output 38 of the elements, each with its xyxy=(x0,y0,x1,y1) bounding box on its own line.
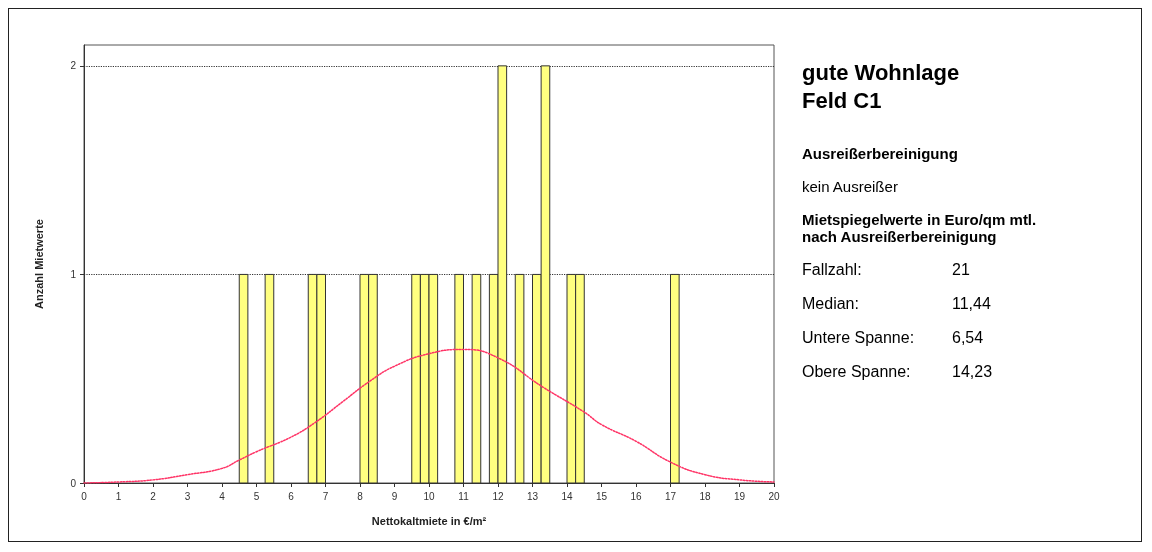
y-tick-label: 1 xyxy=(70,268,77,280)
x-tick-label: 11 xyxy=(458,490,470,502)
x-tick-label: 19 xyxy=(733,490,746,502)
text: 6,54 xyxy=(952,329,985,347)
text: Median: xyxy=(802,295,860,313)
x-tick-label: 18 xyxy=(699,490,711,502)
x-tick-label: 7 xyxy=(322,490,329,502)
y-tick-label: 2 xyxy=(70,60,77,72)
x-axis-title: Nettokaltmiete in €/m² xyxy=(371,514,487,527)
x-tick-label: 13 xyxy=(526,490,539,502)
x-tick-label: 1 xyxy=(115,490,122,502)
x-tick-label: 2 xyxy=(150,490,157,502)
x-tick-label: 9 xyxy=(391,490,398,502)
text: kein Ausreißer xyxy=(802,178,899,195)
text: Obere Spanne: xyxy=(802,363,912,381)
y-axis-title: Anzahl Mietwerte xyxy=(32,219,45,309)
text: 21 xyxy=(952,261,971,279)
text: 11,44 xyxy=(952,295,992,313)
text: Ausreißerbereinigung xyxy=(802,145,959,162)
x-tick-label: 20 xyxy=(768,490,780,502)
y-tick-label: 0 xyxy=(70,477,77,489)
x-tick-label: 5 xyxy=(253,490,260,502)
x-tick-label: 10 xyxy=(423,490,435,502)
x-tick-label: 16 xyxy=(630,490,642,502)
x-tick-label: 14 xyxy=(561,490,573,502)
x-tick-label: 17 xyxy=(664,490,677,502)
x-tick-label: 15 xyxy=(595,490,608,502)
x-tick-label: 4 xyxy=(219,490,226,502)
x-tick-label: 3 xyxy=(184,490,191,502)
text: gute Wohnlage Feld C1 xyxy=(802,59,961,115)
text: Untere Spanne: xyxy=(802,329,916,347)
text: 14,23 xyxy=(952,363,994,381)
x-tick-label: 8 xyxy=(357,490,364,502)
text: Mietspiegelwerte in Euro/qm mtl. nach Ausreißerbereinigung xyxy=(802,211,1038,245)
text: Fallzahl: xyxy=(802,261,863,279)
x-tick-label: 12 xyxy=(492,490,504,502)
x-tick-label: 0 xyxy=(81,490,88,502)
x-tick-label: 6 xyxy=(288,490,295,502)
